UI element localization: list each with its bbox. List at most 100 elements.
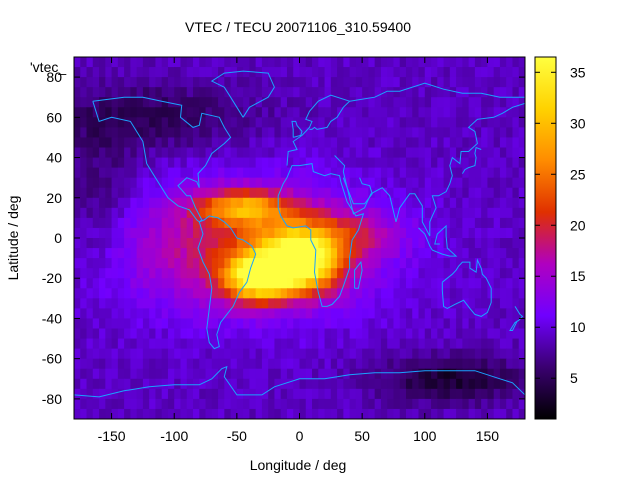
heatmap-cell [236,167,244,179]
heatmap-cell [362,227,369,239]
heatmap-cell [424,67,432,78]
heatmap-cell [312,388,319,400]
heatmap-cell [387,77,395,88]
heatmap-cell [224,97,232,108]
heatmap-cell [368,117,376,128]
heatmap-cell [293,107,301,118]
heatmap-cell [474,268,482,279]
heatmap-cell [105,137,113,149]
heatmap-cell [255,127,263,139]
heatmap-cell [468,308,476,320]
heatmap-cell [443,278,451,289]
heatmap-cell [462,137,470,149]
heatmap-cell [142,167,150,179]
heatmap-cell [443,127,451,139]
heatmap-cell [424,157,432,169]
heatmap-cell [180,238,188,249]
heatmap-cell [261,328,269,340]
heatmap-cell [180,378,188,390]
heatmap-cell [130,207,138,219]
heatmap-cell [493,268,501,279]
heatmap-cell [124,248,131,259]
heatmap-cell [393,67,401,78]
heatmap-cell [449,298,457,309]
heatmap-cell [149,328,157,340]
heatmap-cell [255,137,263,149]
heatmap-cell [186,177,194,189]
heatmap-cell [243,217,250,229]
heatmap-cell [161,318,169,330]
heatmap-cell [468,408,476,419]
heatmap-cell [518,368,525,380]
heatmap-cell [462,238,470,249]
heatmap-cell [437,388,445,400]
heatmap-cell [337,157,344,169]
heatmap-cell [261,197,269,209]
heatmap-cell [117,278,125,289]
heatmap-cell [499,187,507,199]
heatmap-cell [443,318,451,330]
heatmap-cell [368,328,376,340]
heatmap-cell [293,328,301,340]
heatmap-cell [74,197,81,209]
heatmap-cell [493,348,501,360]
heatmap-cell [481,238,489,249]
heatmap-cell [136,217,144,229]
heatmap-cell [167,117,175,128]
heatmap-cell [193,258,200,269]
heatmap-cell [224,268,232,279]
heatmap-cell [86,187,94,199]
heatmap-cell [499,248,507,259]
heatmap-cell [449,308,457,320]
heatmap-cell [142,67,150,78]
heatmap-cell [374,67,382,78]
heatmap-cell [474,338,482,350]
heatmap-cell [280,358,288,370]
heatmap-cell [424,268,432,279]
heatmap-cell [424,258,432,269]
heatmap-cell [487,238,495,249]
heatmap-cell [468,127,476,139]
heatmap-cell [468,157,476,169]
heatmap-cell [155,187,163,199]
heatmap-cell [255,348,263,360]
heatmap-cell [512,87,520,98]
heatmap-cell [293,177,301,189]
heatmap-cell [80,248,88,259]
heatmap-cell [462,97,470,108]
heatmap-cell [274,258,282,269]
heatmap-cell [167,328,175,340]
heatmap-cell [161,268,169,279]
heatmap-cell [80,227,88,239]
heatmap-cell [161,147,169,159]
heatmap-cell [167,127,175,139]
coastline-uk [291,120,303,138]
heatmap-cell [481,117,489,128]
heatmap-cell [174,127,182,139]
heatmap-cell [186,107,194,118]
heatmap-cell [261,57,269,68]
heatmap-cell [330,248,338,259]
heatmap-cell [443,87,451,98]
heatmap-cell [324,137,332,149]
heatmap-cell [431,77,438,88]
heatmap-cell [186,187,194,199]
heatmap-cell [512,97,520,108]
heatmap-cell [512,137,520,149]
heatmap-cell [167,318,175,330]
heatmap-cell [99,368,106,380]
heatmap-cell [418,358,426,370]
heatmap-cell [293,378,301,390]
heatmap-cell [399,217,407,229]
heatmap-cell [487,107,495,118]
heatmap-cell [462,117,470,128]
heatmap-cell [399,398,407,410]
heatmap-cell [236,288,244,299]
heatmap-cell [355,167,363,179]
heatmap-cell [142,398,150,410]
heatmap-cell [362,57,369,68]
heatmap-cell [405,57,413,68]
heatmap-cell [218,368,225,380]
heatmap-cell [399,57,407,68]
heatmap-cell [299,127,307,139]
